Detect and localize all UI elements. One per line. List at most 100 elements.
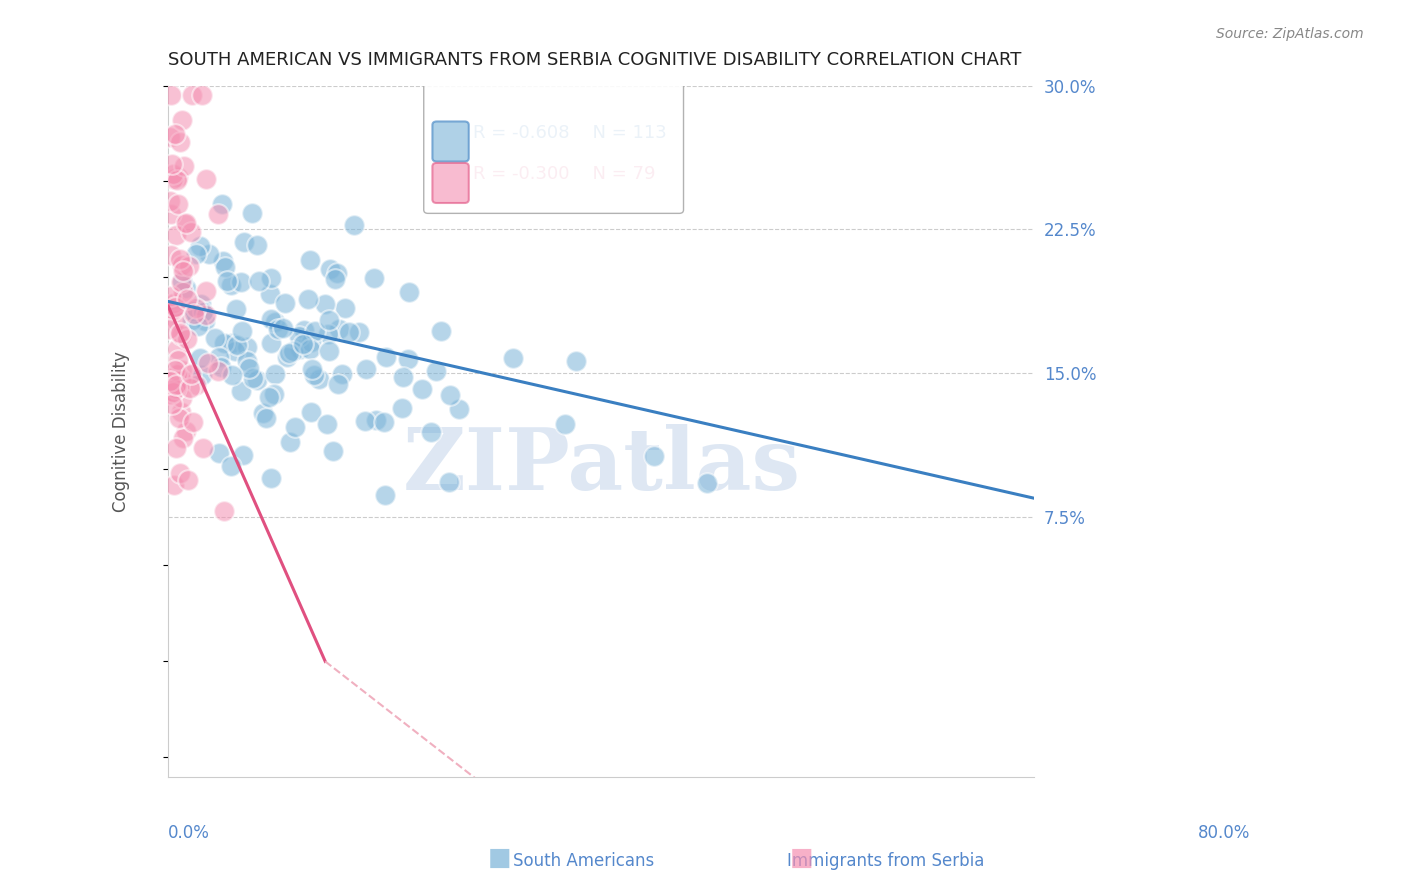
Point (172, 431, 194, 445)
Point (174, 218, 197, 232)
Point (163, 296, 186, 310)
Point (299, 252, 322, 267)
Point (165, 381, 187, 395)
Point (318, 343, 340, 358)
Point (297, 292, 319, 306)
Point (207, 350, 229, 364)
Point (439, 475, 461, 489)
Point (308, 372, 330, 386)
Point (375, 350, 398, 364)
Point (165, 363, 187, 377)
Point (565, 353, 588, 368)
Point (419, 425, 441, 439)
Point (195, 285, 218, 299)
Point (254, 410, 277, 425)
Point (204, 331, 226, 345)
Point (169, 466, 191, 480)
Point (299, 334, 322, 349)
Point (162, 385, 184, 400)
Point (160, 289, 183, 303)
FancyBboxPatch shape (433, 163, 468, 203)
Point (319, 261, 342, 276)
Point (363, 271, 385, 285)
Point (221, 277, 243, 292)
Point (169, 326, 191, 340)
Point (257, 390, 280, 404)
Point (184, 301, 207, 316)
Point (191, 368, 214, 382)
Point (304, 368, 326, 383)
Point (179, 259, 201, 273)
Text: Cognitive Disability: Cognitive Disability (111, 351, 129, 511)
Point (260, 335, 283, 350)
Point (212, 504, 235, 518)
Point (194, 314, 217, 328)
Point (162, 167, 184, 181)
Point (214, 260, 236, 274)
Point (160, 397, 183, 411)
Point (207, 207, 229, 221)
Point (366, 413, 388, 427)
Point (264, 315, 287, 329)
Point (183, 415, 205, 429)
Point (169, 405, 191, 419)
Text: South Americans: South Americans (513, 852, 654, 870)
Point (398, 285, 420, 300)
Point (165, 441, 187, 455)
Point (330, 367, 353, 381)
Point (174, 424, 197, 438)
Point (181, 313, 204, 327)
Point (176, 292, 198, 306)
Point (191, 305, 214, 319)
Point (304, 324, 326, 338)
Point (169, 252, 191, 266)
Point (186, 247, 208, 261)
Point (214, 335, 236, 350)
Point (337, 325, 360, 339)
Point (267, 322, 290, 336)
Point (170, 391, 193, 405)
Point (229, 384, 252, 398)
Point (180, 367, 202, 381)
Point (165, 127, 187, 141)
Point (411, 382, 433, 396)
Point (301, 362, 323, 376)
Point (221, 368, 243, 383)
Point (167, 378, 190, 392)
Point (176, 333, 198, 347)
Point (314, 297, 336, 311)
Point (160, 387, 183, 401)
Point (696, 475, 718, 490)
Point (197, 356, 219, 370)
Text: R = -0.300    N = 79: R = -0.300 N = 79 (472, 165, 655, 183)
Point (449, 401, 471, 416)
Point (207, 364, 229, 378)
Point (373, 416, 395, 430)
Point (224, 344, 246, 359)
FancyBboxPatch shape (423, 82, 683, 213)
Point (170, 372, 193, 386)
Point (163, 300, 186, 314)
Point (292, 323, 315, 337)
Point (349, 325, 371, 339)
Point (242, 371, 264, 385)
Point (439, 388, 461, 402)
Point (181, 304, 204, 318)
Point (229, 275, 252, 289)
Text: ■: ■ (488, 846, 510, 870)
Point (187, 318, 209, 333)
Point (165, 376, 187, 391)
Point (391, 401, 413, 415)
Point (211, 196, 233, 211)
Point (183, 307, 205, 321)
Point (180, 225, 202, 239)
Point (226, 337, 249, 351)
Text: SOUTH AMERICAN VS IMMIGRANTS FROM SERBIA COGNITIVE DISABILITY CORRELATION CHART: SOUTH AMERICAN VS IMMIGRANTS FROM SERBIA… (169, 51, 1022, 69)
Point (165, 313, 187, 327)
Text: Immigrants from Serbia: Immigrants from Serbia (787, 852, 984, 870)
Point (193, 441, 215, 455)
Point (326, 266, 349, 280)
Point (191, 88, 214, 103)
Point (195, 308, 218, 322)
Point (172, 263, 194, 277)
